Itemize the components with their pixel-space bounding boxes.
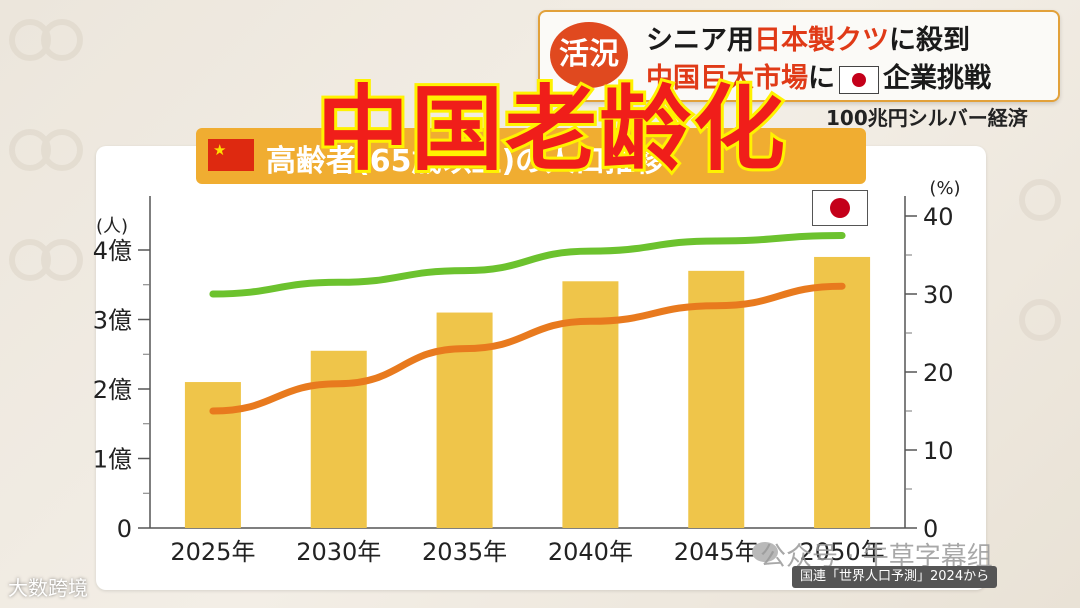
bar (814, 256, 871, 528)
x-tick-label: 2050年 (800, 538, 885, 566)
right-tick-label: 0 (923, 515, 938, 543)
subtitle: 100兆円シルバー経済 (826, 106, 1028, 130)
x-tick-label: 2035年 (422, 538, 507, 566)
status-badge: 活況 (550, 22, 628, 88)
overlay-title: 中国老龄化 (314, 73, 788, 186)
x-tick-label: 2045年 (674, 538, 759, 566)
x-tick-label: 2040年 (548, 538, 633, 566)
right-tick-label: 30 (923, 281, 954, 309)
chart-title: 高齢者(65歳以上)の人口推移 (266, 144, 666, 179)
bar (688, 270, 745, 528)
chart-header: ★ 高齢者(65歳以上)の人口推移 (196, 128, 866, 184)
corner-logo: 大数跨境 (8, 576, 88, 600)
left-tick-label: 1億 (93, 446, 132, 474)
right-tick-label: 10 (923, 437, 954, 465)
japan-ratio-line (209, 232, 846, 298)
japan-flag-icon (839, 65, 879, 94)
headline-line-1: シニア用日本製クツに殺到 (646, 18, 970, 57)
japan-flag-icon (812, 190, 868, 226)
headline-text: に (808, 63, 835, 94)
headline-text: シニア用 (646, 25, 754, 56)
headline-text: に殺到 (889, 25, 970, 56)
headline-line-2: 中国巨大市場に 企業挑戦 (646, 56, 991, 95)
right-axis-label: (%) (929, 178, 960, 199)
source-label: 国連「世界人口予測」2024から (792, 566, 998, 588)
left-tick-label: 4億 (93, 237, 132, 265)
left-tick-label: 2億 (93, 376, 132, 404)
bar (184, 382, 241, 528)
wechat-icon (752, 542, 778, 562)
left-tick-label: 0 (117, 515, 132, 543)
x-tick-label: 2030年 (296, 538, 381, 566)
left-tick-label: 3億 (93, 307, 132, 335)
right-tick-label: 40 (923, 203, 954, 231)
news-banner: 活況 シニア用日本製クツに殺到 中国巨大市場に 企業挑戦 (538, 10, 1060, 102)
china-flag-icon: ★ (208, 139, 254, 171)
headline-highlight: 中国巨大市場 (646, 63, 808, 94)
headline-highlight: 日本製クツ (754, 25, 889, 56)
bar (310, 350, 367, 528)
x-tick-label: 2025年 (170, 538, 255, 566)
headline-text: 企業挑戦 (883, 63, 991, 94)
left-axis-label: (人) (96, 216, 128, 237)
right-tick-label: 20 (923, 359, 954, 387)
china-ratio-line (209, 282, 846, 415)
